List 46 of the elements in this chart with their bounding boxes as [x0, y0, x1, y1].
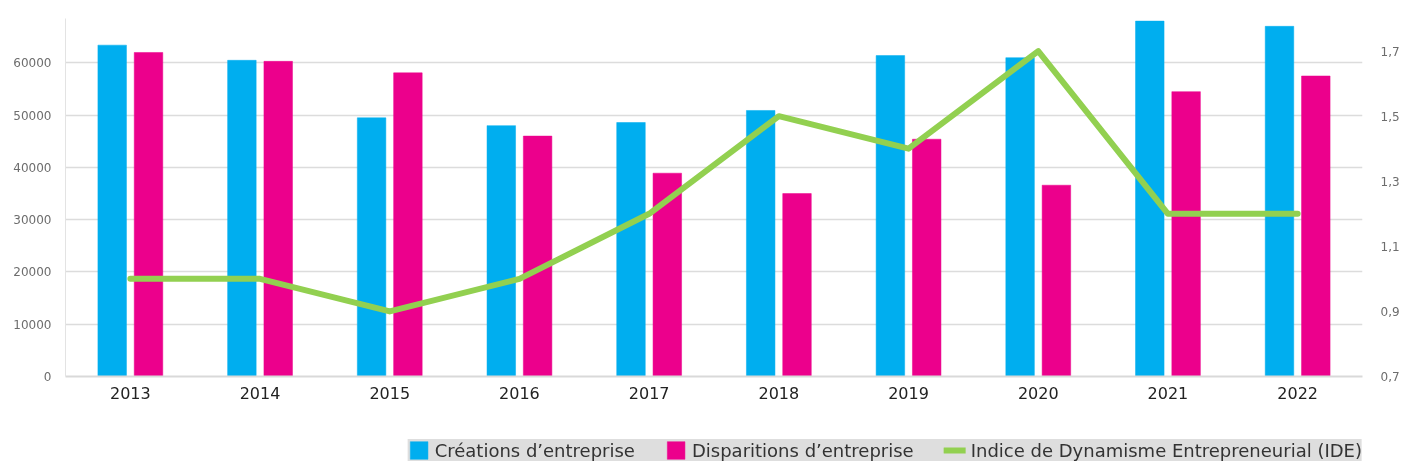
y-tick-label: 10000 [13, 317, 52, 332]
x-tick-label: 2015 [369, 383, 411, 403]
bar [1171, 91, 1201, 377]
y-tick-label: 40000 [13, 160, 52, 175]
x-tick-label: 2022 [1277, 383, 1319, 403]
x-tick-label: 2014 [239, 383, 281, 403]
y-tick-label: 60000 [13, 56, 52, 71]
x-tick-label: 2021 [1147, 383, 1189, 403]
legend-label: Disparitions d’entreprise [691, 439, 914, 461]
bar [1135, 20, 1165, 377]
bar [616, 122, 646, 377]
y-tick-label: 0 [43, 370, 52, 384]
legend-label: Indice de Dynamisme Entrepreneurial (IDE) [970, 439, 1362, 461]
bar [652, 172, 682, 377]
bar [1264, 26, 1295, 377]
bar [133, 52, 164, 377]
y2-tick-label: 0,9 [1380, 304, 1400, 319]
bar [1041, 184, 1071, 377]
y2-tick-label: 1,3 [1380, 174, 1400, 189]
bar [875, 55, 905, 377]
x-tick-label: 2020 [1017, 383, 1059, 403]
y-tick-label: 20000 [13, 265, 52, 280]
x-tick-label: 2017 [628, 383, 670, 403]
x-tick-label: 2016 [499, 383, 540, 403]
bar [97, 44, 127, 377]
y-tick-label: 50000 [13, 108, 52, 123]
bar [1301, 75, 1331, 377]
bar [486, 125, 516, 377]
y2-tick-label: 1,1 [1380, 239, 1400, 254]
bar [782, 193, 812, 377]
bar [393, 72, 423, 377]
x-tick-label: 2013 [109, 383, 151, 403]
y2-tick-label: 1,7 [1380, 44, 1400, 59]
legend-label: Créations d’entreprise [434, 439, 635, 461]
y2-tick-label: 0,7 [1380, 370, 1400, 384]
bar [912, 138, 942, 377]
x-tick-label: 2018 [758, 383, 800, 403]
bar [523, 135, 553, 377]
bar [1005, 57, 1035, 377]
y-tick-label: 30000 [13, 213, 52, 228]
bar [227, 60, 257, 377]
bar [746, 110, 776, 377]
bar [357, 117, 387, 377]
y2-tick-label: 1,5 [1380, 109, 1400, 124]
bar [263, 61, 293, 377]
x-tick-label: 2019 [888, 383, 929, 403]
